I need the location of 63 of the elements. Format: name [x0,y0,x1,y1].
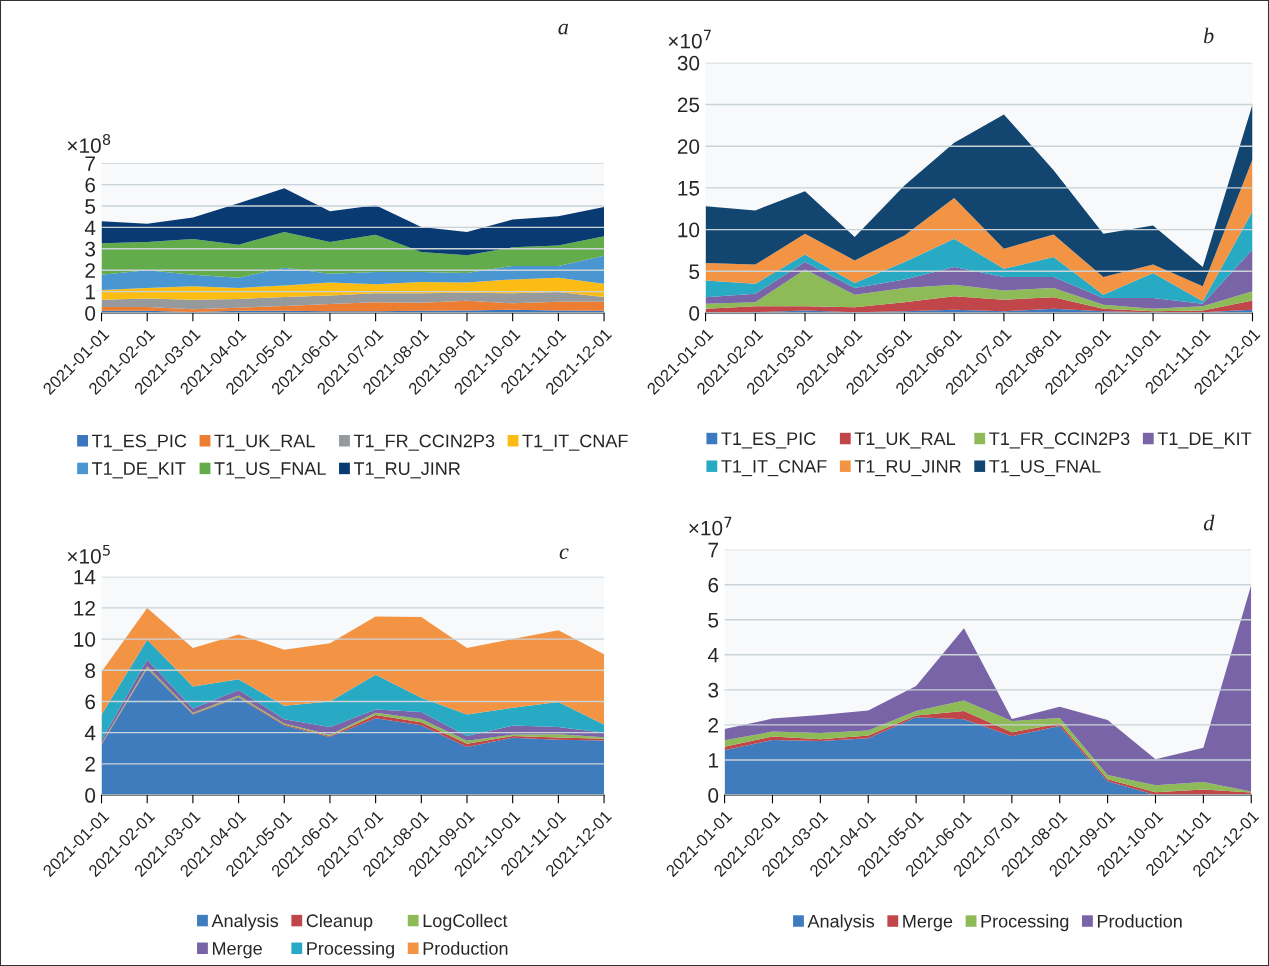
y-axis-title: ×10$^{7}$ [689,516,732,536]
legend-label: T1_DE_KIT [92,462,186,479]
y-tick-label: 10 [74,632,96,647]
y-axis-title: ×10$^{7}$ [668,29,711,49]
chart-title: a [558,23,569,35]
y-tick-label: 5 [708,612,719,628]
y-tick-label: 12 [74,600,95,616]
legend-label: T1_FR_CCIN2P3 [989,432,1130,449]
legend-label: Production [423,941,508,955]
y-tick-label: 3 [85,241,96,257]
y-tick-label: 6 [708,577,719,593]
legend-label: T1_RU_JINR [854,460,961,477]
legend-label: T1_RU_JINR [353,462,461,479]
y-tick-label: 0 [689,305,700,321]
legend-label: T1_US_FNAL [214,462,326,479]
y-tick-label: 4 [84,220,96,235]
legend-label: T1_US_FNAL [989,459,1101,477]
y-tick-label: 0 [708,788,719,803]
y-tick-label: 2 [708,717,718,733]
legend-label: Production [1097,914,1182,928]
y-tick-label: 4 [707,648,719,663]
legend-label: T1_ES_PIC [92,434,187,451]
y-tick-label: 2 [85,756,95,772]
legend-label: Processing [981,914,1069,932]
legend-label: T1_UK_RAL [214,434,315,451]
y-tick-label: 1 [709,753,719,768]
y-tick-label: 6 [85,177,96,193]
chart-title: d [1203,514,1215,531]
legend-label: Cleanup [306,913,373,931]
legend-label: T1_DE_KIT [1157,432,1252,449]
y-tick-label: 25 [677,97,700,113]
y-tick-label: 6 [85,694,96,710]
legend-label: T1_IT_CNAF [721,459,827,477]
y-tick-label: 0 [85,788,96,803]
legend-label: T1_UK_RAL [854,432,956,449]
legend-label: Merge [903,914,953,932]
y-tick-label: 10 [678,222,700,238]
y-tick-label: 15 [678,181,700,196]
y-tick-label: 14 [74,569,96,585]
y-tick-label: 2 [85,263,95,278]
y-axis-title: ×10$^{8}$ [67,133,111,153]
y-tick-label: 7 [85,156,95,171]
y-tick-label: 4 [84,725,96,741]
chart-title: c [559,548,569,560]
legend-label: T1_FR_CCIN2P3 [353,434,495,451]
legend-label: T1_ES_PIC [721,432,816,449]
y-tick-label: 5 [85,199,96,214]
y-tick-label: 7 [708,542,718,558]
y-tick-label: 1 [85,284,95,300]
y-axis-title: ×10$^{5}$ [67,544,110,564]
legend-label: Analysis [807,914,875,932]
y-tick-label: 5 [689,264,700,280]
legend-label: LogCollect [423,913,508,931]
legend-label: Analysis [211,913,279,931]
y-tick-label: 0 [85,305,96,321]
y-tick-label: 20 [677,139,700,154]
y-tick-label: 30 [677,55,700,71]
legend-label: T1_IT_CNAF [522,434,628,451]
legend-label: Processing [307,941,394,959]
legend-label: Merge [212,942,262,959]
y-tick-label: 3 [708,682,719,698]
y-tick-label: 8 [85,663,96,679]
chart-title: b [1203,27,1214,44]
